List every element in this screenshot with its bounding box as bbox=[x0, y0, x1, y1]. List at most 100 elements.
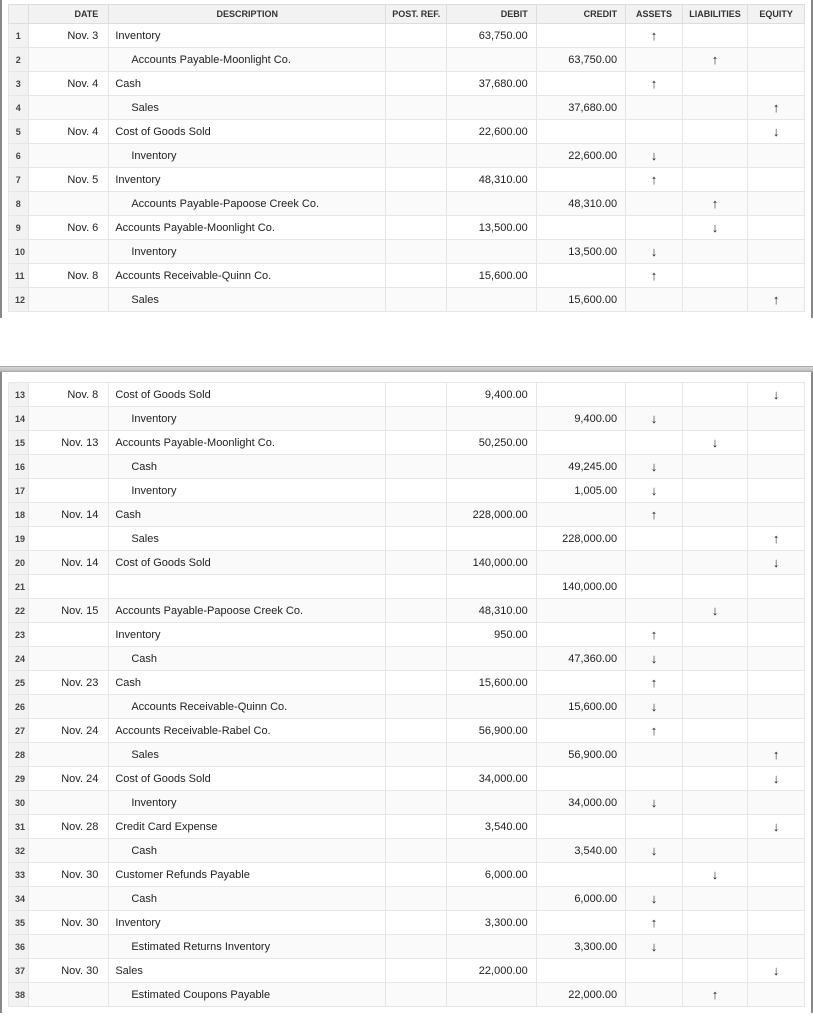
table-row: 12Sales15,600.00↑ bbox=[9, 288, 805, 312]
cell-assets: ↓ bbox=[626, 695, 683, 719]
cell-liabilities bbox=[682, 767, 747, 791]
cell-postref bbox=[386, 120, 447, 144]
cell-liabilities bbox=[682, 551, 747, 575]
cell-assets: ↓ bbox=[626, 455, 683, 479]
cell-liabilities bbox=[682, 383, 747, 407]
table-row: 7Nov. 5Inventory48,310.00↑ bbox=[9, 168, 805, 192]
table-row: 38Estimated Coupons Payable22,000.00↑ bbox=[9, 983, 805, 1007]
cell-liabilities bbox=[682, 911, 747, 935]
cell-date: Nov. 13 bbox=[28, 431, 109, 455]
cell-description: Credit Card Expense bbox=[109, 815, 386, 839]
cell-liabilities bbox=[682, 479, 747, 503]
cell-equity bbox=[748, 240, 805, 264]
cell-liabilities: ↑ bbox=[682, 983, 747, 1007]
cell-date: Nov. 4 bbox=[28, 120, 109, 144]
cell-assets bbox=[626, 48, 683, 72]
table-row: 14Inventory9,400.00↓ bbox=[9, 407, 805, 431]
cell-credit: 3,300.00 bbox=[536, 935, 625, 959]
cell-date: Nov. 14 bbox=[28, 551, 109, 575]
cell-date bbox=[28, 839, 109, 863]
table-row: 16Cash49,245.00↓ bbox=[9, 455, 805, 479]
row-number: 30 bbox=[9, 791, 29, 815]
cell-credit bbox=[536, 168, 625, 192]
table-row: 6Inventory22,600.00↓ bbox=[9, 144, 805, 168]
cell-postref bbox=[386, 599, 447, 623]
cell-debit: 9,400.00 bbox=[447, 383, 536, 407]
cell-postref bbox=[386, 264, 447, 288]
cell-assets: ↓ bbox=[626, 791, 683, 815]
cell-equity bbox=[748, 695, 805, 719]
table-row: 21140,000.00 bbox=[9, 575, 805, 599]
cell-equity bbox=[748, 264, 805, 288]
cell-date bbox=[28, 455, 109, 479]
cell-postref bbox=[386, 407, 447, 431]
cell-description: Inventory bbox=[109, 240, 386, 264]
cell-liabilities bbox=[682, 887, 747, 911]
cell-description: Accounts Receivable-Rabel Co. bbox=[109, 719, 386, 743]
cell-postref bbox=[386, 815, 447, 839]
cell-description: Cost of Goods Sold bbox=[109, 551, 386, 575]
cell-credit: 63,750.00 bbox=[536, 48, 625, 72]
table-row: 20Nov. 14Cost of Goods Sold140,000.00↓ bbox=[9, 551, 805, 575]
cell-debit: 140,000.00 bbox=[447, 551, 536, 575]
cell-equity: ↑ bbox=[748, 527, 805, 551]
cell-liabilities bbox=[682, 120, 747, 144]
cell-postref bbox=[386, 144, 447, 168]
cell-description: Accounts Payable-Moonlight Co. bbox=[109, 216, 386, 240]
cell-assets: ↑ bbox=[626, 719, 683, 743]
cell-date bbox=[28, 743, 109, 767]
table-row: 4Sales37,680.00↑ bbox=[9, 96, 805, 120]
cell-debit bbox=[447, 839, 536, 863]
table-row: 33Nov. 30Customer Refunds Payable6,000.0… bbox=[9, 863, 805, 887]
ledger-section-2: 13Nov. 8Cost of Goods Sold9,400.00↓14Inv… bbox=[0, 372, 813, 1013]
cell-credit bbox=[536, 383, 625, 407]
row-number: 4 bbox=[9, 96, 29, 120]
cell-description: Cash bbox=[109, 887, 386, 911]
cell-date: Nov. 24 bbox=[28, 767, 109, 791]
cell-debit bbox=[447, 479, 536, 503]
cell-description: Estimated Coupons Payable bbox=[109, 983, 386, 1007]
table-row: 15Nov. 13Accounts Payable-Moonlight Co.5… bbox=[9, 431, 805, 455]
cell-equity bbox=[748, 479, 805, 503]
cell-date bbox=[28, 695, 109, 719]
cell-liabilities bbox=[682, 815, 747, 839]
cell-date: Nov. 6 bbox=[28, 216, 109, 240]
cell-postref bbox=[386, 839, 447, 863]
cell-equity bbox=[748, 647, 805, 671]
cell-assets bbox=[626, 575, 683, 599]
cell-credit: 49,245.00 bbox=[536, 455, 625, 479]
cell-debit bbox=[447, 647, 536, 671]
cell-liabilities bbox=[682, 623, 747, 647]
cell-postref bbox=[386, 767, 447, 791]
cell-postref bbox=[386, 192, 447, 216]
table-row: 24Cash47,360.00↓ bbox=[9, 647, 805, 671]
ledger-section-1: DATE DESCRIPTION POST. REF. DEBIT CREDIT… bbox=[0, 0, 813, 318]
cell-description bbox=[109, 575, 386, 599]
cell-credit bbox=[536, 120, 625, 144]
cell-description: Sales bbox=[109, 96, 386, 120]
row-number: 13 bbox=[9, 383, 29, 407]
cell-description: Sales bbox=[109, 959, 386, 983]
cell-credit bbox=[536, 599, 625, 623]
row-number: 1 bbox=[9, 24, 29, 48]
cell-postref bbox=[386, 168, 447, 192]
cell-date bbox=[28, 527, 109, 551]
cell-debit: 48,310.00 bbox=[447, 168, 536, 192]
row-number: 33 bbox=[9, 863, 29, 887]
cell-equity bbox=[748, 72, 805, 96]
cell-description: Inventory bbox=[109, 479, 386, 503]
row-number: 21 bbox=[9, 575, 29, 599]
cell-equity bbox=[748, 216, 805, 240]
cell-credit: 13,500.00 bbox=[536, 240, 625, 264]
cell-debit bbox=[447, 695, 536, 719]
cell-credit: 1,005.00 bbox=[536, 479, 625, 503]
cell-assets bbox=[626, 959, 683, 983]
cell-equity bbox=[748, 983, 805, 1007]
cell-debit bbox=[447, 96, 536, 120]
cell-description: Inventory bbox=[109, 24, 386, 48]
row-number: 8 bbox=[9, 192, 29, 216]
cell-assets bbox=[626, 551, 683, 575]
table-row: 17Inventory1,005.00↓ bbox=[9, 479, 805, 503]
cell-description: Accounts Payable-Papoose Creek Co. bbox=[109, 599, 386, 623]
row-number: 23 bbox=[9, 623, 29, 647]
